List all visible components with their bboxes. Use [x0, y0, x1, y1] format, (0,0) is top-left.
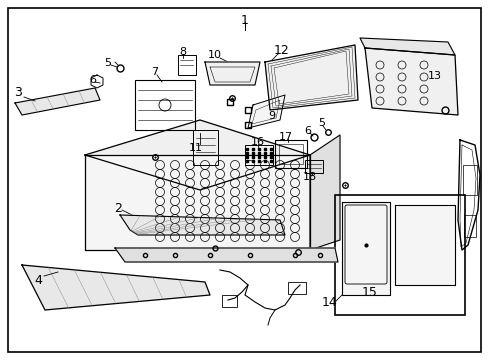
Polygon shape	[341, 202, 389, 295]
Text: 12: 12	[274, 44, 289, 57]
Polygon shape	[359, 38, 454, 55]
Text: 1: 1	[241, 14, 248, 27]
Polygon shape	[85, 120, 309, 190]
Text: 2: 2	[114, 202, 122, 215]
Text: 8: 8	[179, 47, 186, 57]
Polygon shape	[115, 248, 337, 262]
Text: 9: 9	[268, 111, 275, 121]
Polygon shape	[394, 205, 454, 285]
Polygon shape	[204, 62, 260, 85]
Text: 15: 15	[361, 285, 377, 298]
Text: 11: 11	[189, 143, 203, 153]
Text: 4: 4	[34, 274, 42, 287]
Bar	[463, 215, 475, 237]
Bar	[244, 145, 272, 165]
Text: 7: 7	[151, 67, 158, 77]
Bar	[462, 165, 476, 195]
Text: 16: 16	[250, 137, 264, 147]
Bar	[178, 55, 196, 75]
Bar	[334, 195, 464, 315]
Text: 5: 5	[318, 118, 325, 128]
Polygon shape	[15, 88, 100, 115]
Polygon shape	[85, 155, 309, 250]
Bar	[274, 140, 306, 168]
Text: 6: 6	[304, 126, 311, 136]
Bar	[287, 282, 305, 294]
Bar	[193, 130, 218, 165]
Polygon shape	[264, 45, 357, 110]
Bar	[305, 160, 323, 173]
Text: 5: 5	[104, 58, 111, 68]
Polygon shape	[22, 265, 209, 310]
Bar	[135, 80, 195, 130]
Bar	[279, 144, 303, 164]
Polygon shape	[364, 48, 457, 115]
Polygon shape	[120, 215, 285, 235]
Polygon shape	[247, 95, 285, 128]
Bar	[222, 295, 237, 307]
Text: 14: 14	[322, 297, 337, 310]
Polygon shape	[309, 135, 339, 250]
Text: 13: 13	[427, 71, 441, 81]
Text: 18: 18	[303, 172, 316, 182]
Text: 6: 6	[89, 75, 96, 85]
Text: 10: 10	[207, 50, 222, 60]
Text: 3: 3	[14, 86, 22, 99]
Text: 17: 17	[278, 132, 292, 142]
